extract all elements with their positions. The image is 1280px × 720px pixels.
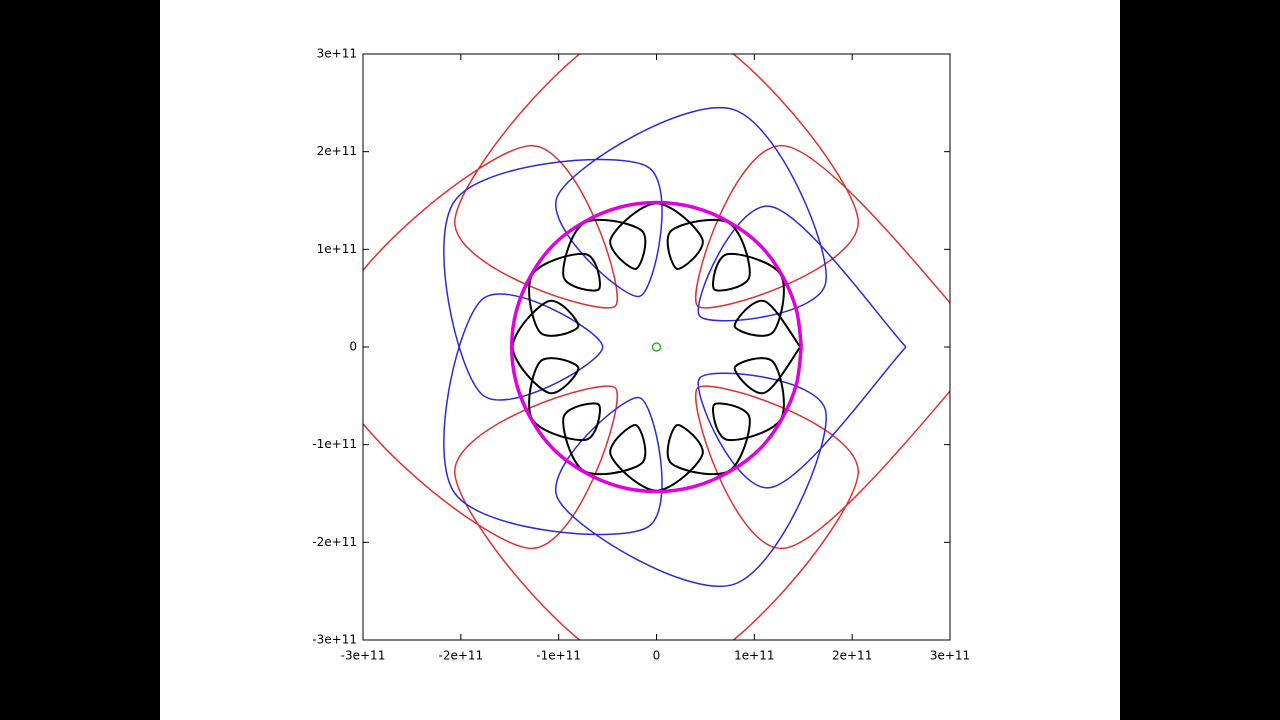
y-tick-label: 0 xyxy=(349,340,357,354)
x-tick-label: 1e+11 xyxy=(734,649,774,663)
left-bar xyxy=(0,0,160,720)
y-tick-label: -3e+11 xyxy=(312,633,357,647)
x-tick-label: 3e+11 xyxy=(930,649,970,663)
x-tick-label: -1e+11 xyxy=(536,649,581,663)
plot-area xyxy=(363,54,950,640)
x-tick-label: 0 xyxy=(653,649,661,663)
point xyxy=(651,342,662,352)
y-tick-label: -1e+11 xyxy=(312,437,357,451)
y-tick-label: -2e+11 xyxy=(312,535,357,549)
canvas xyxy=(160,0,1120,720)
y-tick-label: 1e+11 xyxy=(317,242,357,256)
y-tick-label: 2e+11 xyxy=(317,144,357,158)
trajectory xyxy=(443,107,907,587)
trajectory xyxy=(363,54,950,640)
x-tick-label: 2e+11 xyxy=(832,649,872,663)
x-tick-label: -2e+11 xyxy=(438,649,483,663)
x-tick-label: -3e+11 xyxy=(341,649,386,663)
trajectory xyxy=(509,200,804,494)
right-bar xyxy=(1120,0,1280,720)
y-tick-label: 3e+11 xyxy=(317,47,357,61)
